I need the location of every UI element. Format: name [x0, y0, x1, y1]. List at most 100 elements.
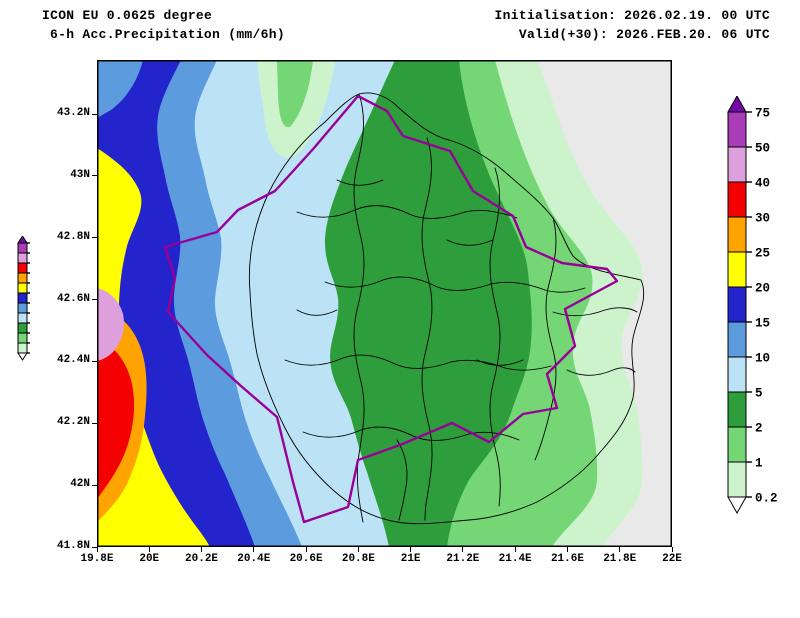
- x-axis-tick: [357, 547, 359, 552]
- legend-segment: [17, 322, 28, 334]
- legend-segment: [727, 391, 747, 428]
- precipitation-color-legend: 75 50 40 30 25 20 15 10 5 2 1 0.2: [727, 96, 778, 515]
- legend-segment: [727, 216, 747, 253]
- x-axis-label: 20.4E: [237, 553, 271, 565]
- legend-segment: [17, 272, 28, 284]
- x-axis-label: 21.2E: [446, 553, 480, 565]
- district-line: [446, 239, 494, 246]
- legend-segment: [727, 321, 747, 358]
- precipitation-color-legend-mini: [17, 236, 30, 361]
- district-line: [296, 309, 338, 316]
- legend-segment: [727, 111, 747, 148]
- y-axis-tick: [92, 299, 97, 301]
- initialisation-time: Initialisation: 2026.02.19. 00 UTC: [494, 8, 770, 23]
- legend-tick-label: 30: [755, 212, 770, 226]
- y-axis-tick: [92, 546, 97, 548]
- plot-frame: [97, 60, 672, 547]
- district-line: [296, 205, 518, 219]
- y-axis-label: 42.2N: [56, 416, 90, 429]
- district-line: [534, 217, 557, 461]
- x-axis-label: 19.8E: [80, 553, 114, 565]
- x-axis-label: 21.4E: [498, 553, 532, 565]
- legend-segment: [727, 251, 747, 288]
- y-axis-tick: [92, 484, 97, 486]
- x-axis-label: 21.6E: [550, 553, 584, 565]
- district-line: [552, 307, 638, 317]
- legend-tick-label: 1: [755, 457, 763, 471]
- district-line: [476, 359, 524, 366]
- legend-segment: [17, 312, 28, 324]
- district-line: [324, 276, 586, 293]
- y-axis-label: 42.6N: [56, 292, 90, 305]
- legend-tick-label: 0.2: [755, 492, 778, 506]
- legend-tick-label: 40: [755, 177, 770, 191]
- x-axis-tick: [566, 547, 568, 552]
- x-axis-tick: [671, 547, 673, 552]
- legend-segment: [17, 262, 28, 274]
- legend-tick-label: 75: [755, 107, 770, 121]
- y-axis-label: 42N: [70, 478, 90, 491]
- y-axis-tick: [92, 237, 97, 239]
- district-line: [421, 137, 433, 521]
- legend-arrow-bottom: [727, 496, 747, 515]
- map-plot: [97, 60, 672, 547]
- legend-segment: [727, 356, 747, 393]
- legend-segment: [17, 332, 28, 344]
- model-title: ICON EU 0.0625 degree: [42, 8, 213, 23]
- field-40-50: [97, 288, 124, 361]
- legend-arrow-top: [727, 96, 747, 113]
- x-axis-tick: [462, 547, 464, 552]
- x-axis-label: 22E: [662, 553, 682, 565]
- x-axis-tick: [253, 547, 255, 552]
- legend-tick-label: 5: [755, 387, 763, 401]
- x-axis-tick: [96, 547, 98, 552]
- legend-tick-label: 2: [755, 422, 763, 436]
- legend-segment: [727, 181, 747, 218]
- field-30-40: [97, 338, 135, 500]
- precipitation-field-map: [97, 60, 672, 547]
- y-axis-tick: [92, 422, 97, 424]
- district-line: [396, 439, 408, 521]
- field-patch-10-15: [97, 60, 143, 118]
- y-axis-label: 43.2N: [56, 107, 90, 120]
- district-line: [353, 93, 365, 523]
- y-axis-tick: [92, 113, 97, 115]
- district-line: [566, 367, 636, 376]
- y-axis-label: 43N: [70, 168, 90, 181]
- x-axis-label: 20.6E: [289, 553, 323, 565]
- x-axis-tick: [148, 547, 150, 552]
- product-title: 6-h Acc.Precipitation (mm/6h): [50, 27, 285, 42]
- legend-segment: [17, 282, 28, 294]
- y-axis-tick: [92, 175, 97, 177]
- field-patch-1-2: [277, 60, 313, 128]
- legend-tick-label: 50: [755, 142, 770, 156]
- x-axis-label: 21.8E: [603, 553, 637, 565]
- x-axis-tick: [514, 547, 516, 552]
- x-axis-tick: [201, 547, 203, 552]
- x-axis-label: 20E: [139, 553, 160, 565]
- legend-tick-label: 15: [755, 317, 770, 331]
- kosovo-country-border: [163, 94, 619, 524]
- x-axis-label: 21E: [400, 553, 421, 565]
- legend-arrow-top: [17, 236, 28, 244]
- district-line: [336, 179, 384, 186]
- legend-segment: [17, 252, 28, 264]
- district-boundaries: [248, 92, 645, 525]
- x-axis-tick: [619, 547, 621, 552]
- legend-tick-label: 10: [755, 352, 770, 366]
- y-axis-tick: [92, 360, 97, 362]
- x-axis-label: 20.2E: [185, 553, 219, 565]
- x-axis-tick: [410, 547, 412, 552]
- district-line: [489, 167, 501, 507]
- legend-segment: [17, 242, 28, 254]
- legend-arrow-bottom: [17, 352, 28, 361]
- legend-segment: [727, 146, 747, 183]
- y-axis-label: 42.4N: [56, 354, 90, 367]
- legend-segment: [727, 286, 747, 323]
- legend-tick-label: 20: [755, 282, 770, 296]
- legend-segment: [17, 342, 28, 354]
- legend-segment: [17, 302, 28, 314]
- legend-segment: [727, 426, 747, 463]
- x-axis-tick: [305, 547, 307, 552]
